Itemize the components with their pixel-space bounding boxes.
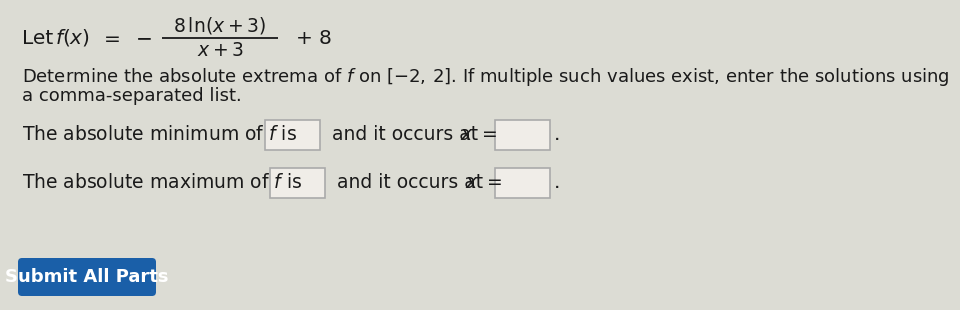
FancyBboxPatch shape — [18, 258, 156, 296]
Text: and it occurs at: and it occurs at — [332, 126, 478, 144]
Text: Let: Let — [22, 29, 60, 47]
Text: $f(x)$: $f(x)$ — [55, 28, 90, 48]
Text: $x\ =$: $x\ =$ — [465, 174, 502, 193]
Text: Determine the absolute extrema of $f$ on $[-2,\,2]$. If multiple such values exi: Determine the absolute extrema of $f$ on… — [22, 66, 949, 88]
Text: $x\ =$: $x\ =$ — [460, 126, 497, 144]
Text: $8\,\ln(x+3)$: $8\,\ln(x+3)$ — [174, 15, 267, 36]
Text: .: . — [554, 174, 561, 193]
Text: $=\ -$: $=\ -$ — [100, 29, 152, 47]
Text: and it occurs at: and it occurs at — [337, 174, 483, 193]
FancyBboxPatch shape — [270, 168, 325, 198]
Text: .: . — [554, 126, 561, 144]
Text: Submit All Parts: Submit All Parts — [5, 268, 169, 286]
Text: The absolute maximum of $f$ is: The absolute maximum of $f$ is — [22, 174, 302, 193]
FancyBboxPatch shape — [265, 120, 320, 150]
Text: a comma-separated list.: a comma-separated list. — [22, 87, 242, 105]
FancyBboxPatch shape — [495, 168, 550, 198]
FancyBboxPatch shape — [495, 120, 550, 150]
Text: The absolute minimum of $f$ is: The absolute minimum of $f$ is — [22, 126, 297, 144]
Text: $x + 3$: $x + 3$ — [197, 42, 244, 60]
Text: $+\ 8$: $+\ 8$ — [295, 29, 332, 47]
